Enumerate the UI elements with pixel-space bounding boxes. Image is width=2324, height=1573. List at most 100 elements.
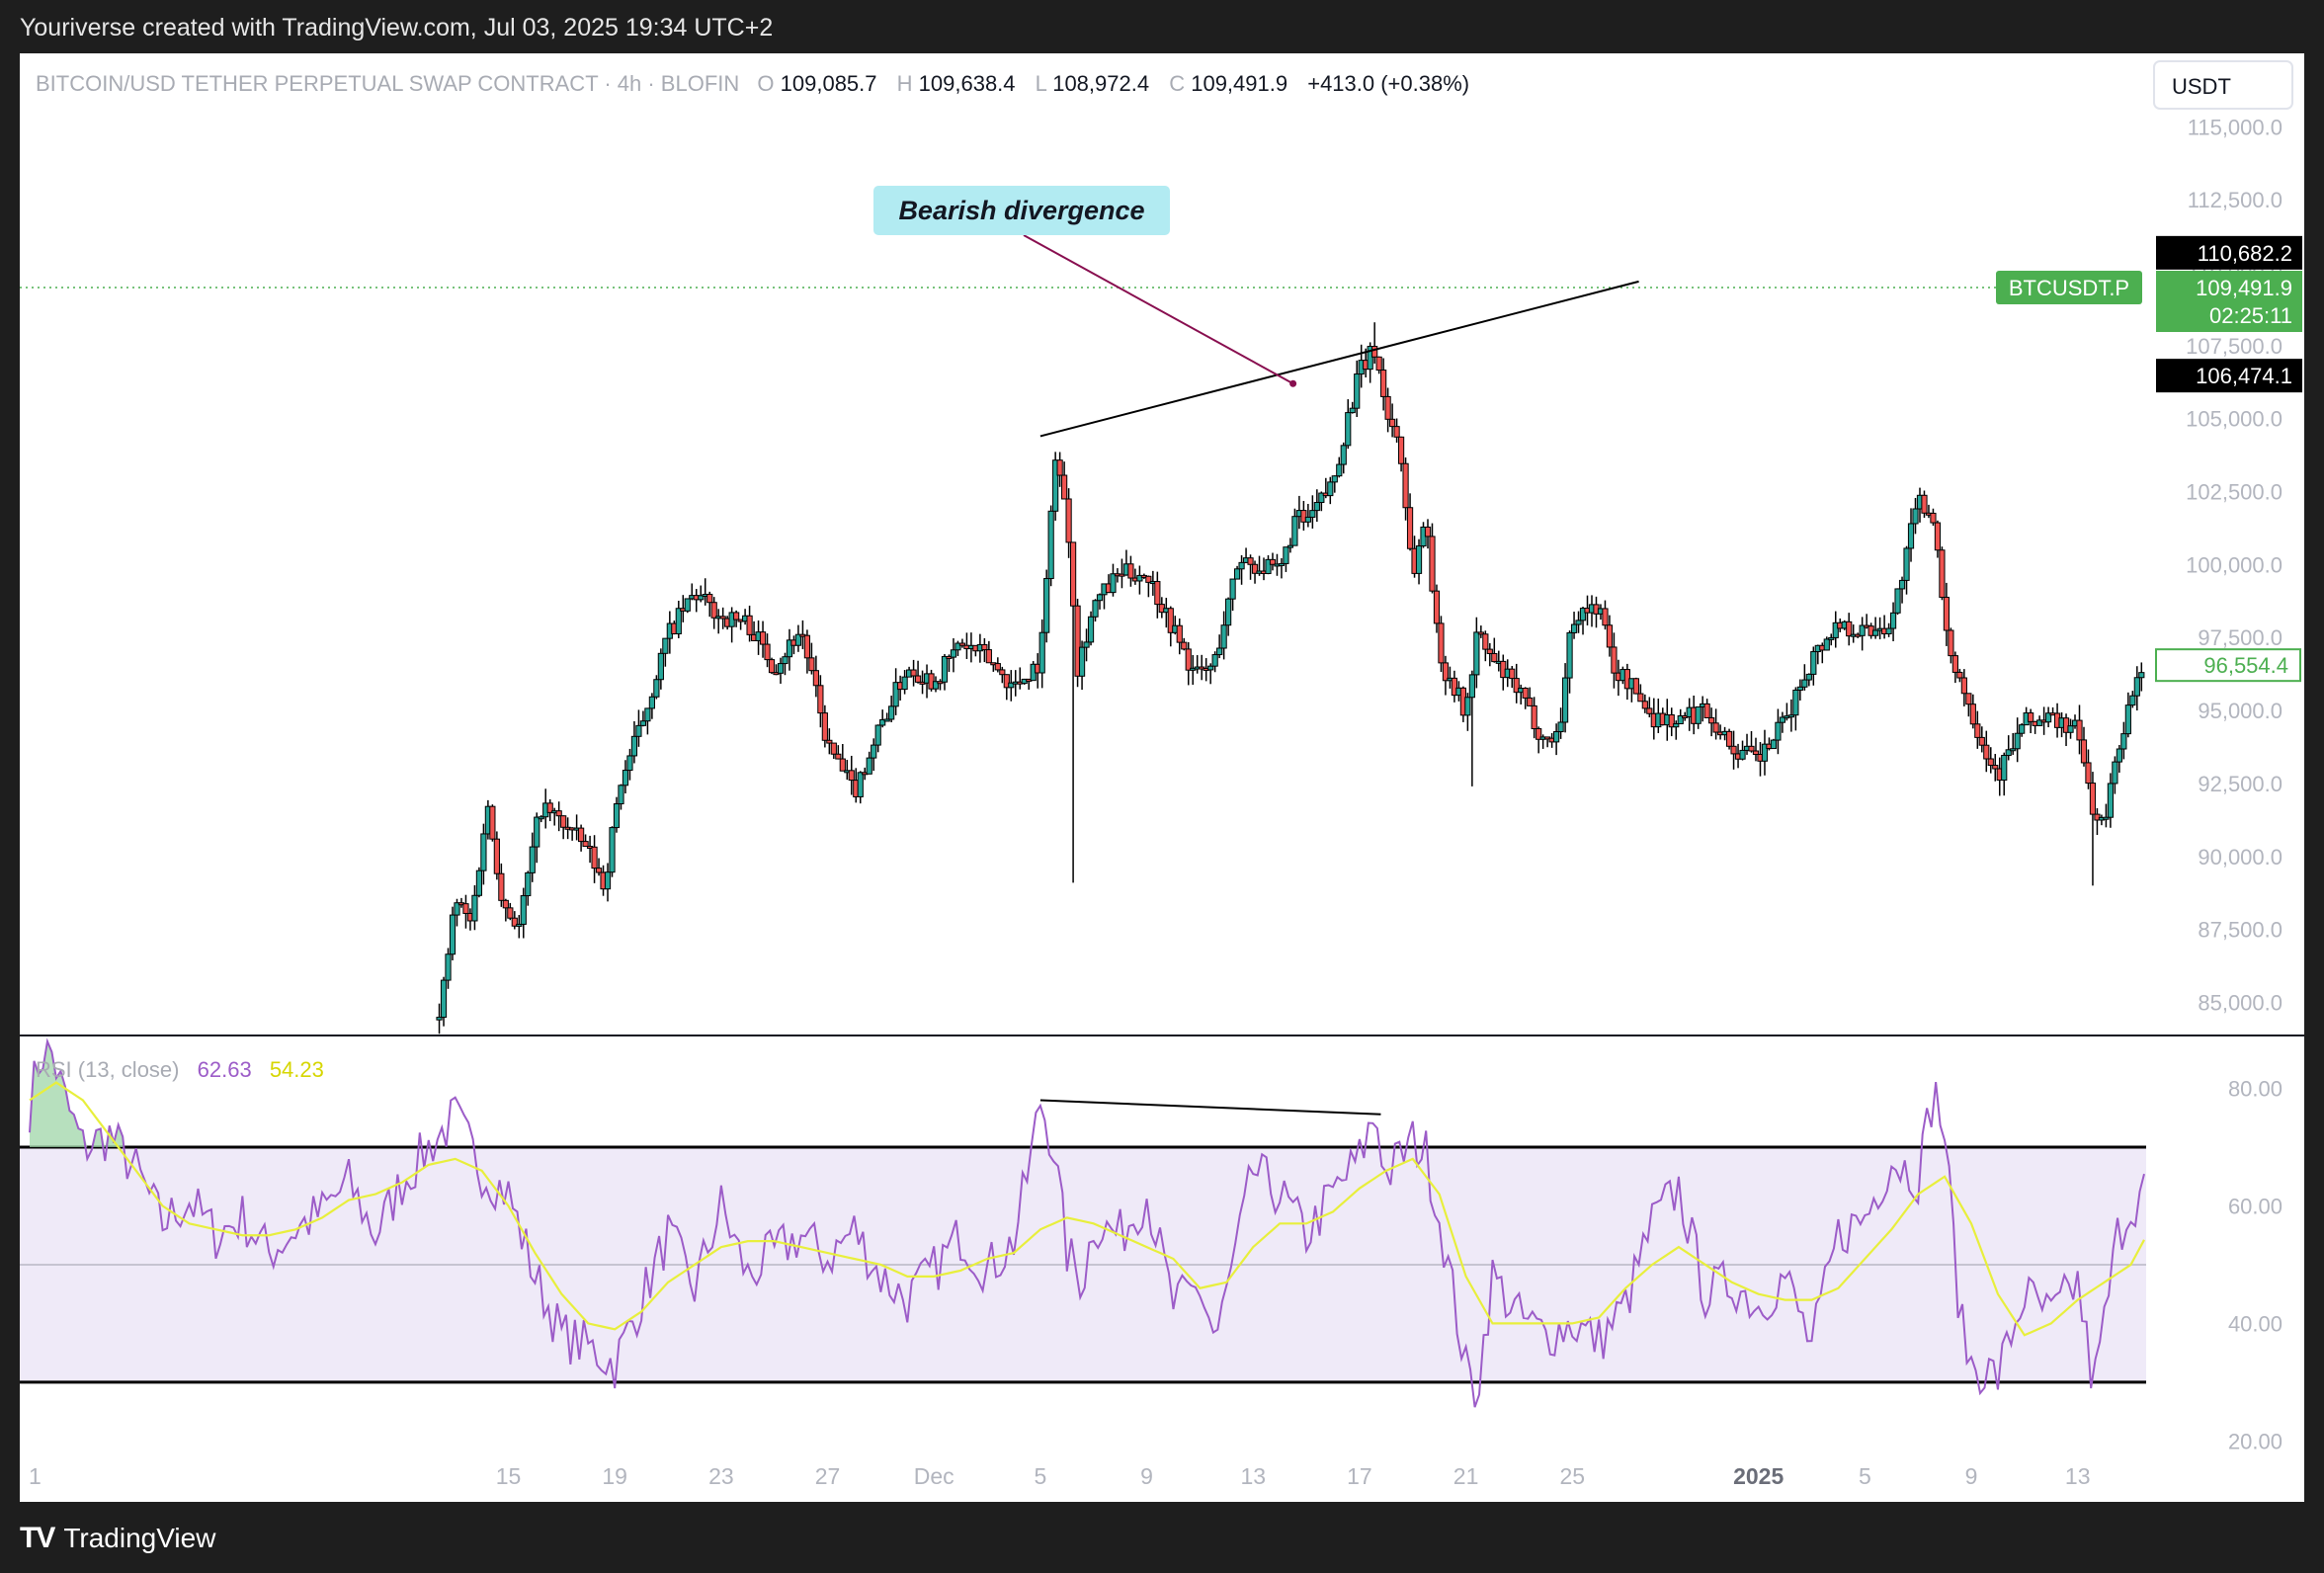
candle[interactable] — [1536, 726, 1542, 754]
candle[interactable] — [1211, 651, 1218, 673]
candle[interactable] — [1473, 617, 1480, 689]
candle[interactable] — [1069, 541, 1077, 883]
candle[interactable] — [782, 652, 788, 676]
rsi-divergence-line[interactable] — [1039, 1099, 1381, 1116]
candle[interactable] — [582, 834, 589, 848]
candle[interactable] — [2124, 692, 2131, 738]
candle[interactable] — [808, 642, 815, 675]
candle[interactable] — [1451, 670, 1458, 703]
candle[interactable] — [1300, 500, 1307, 531]
candle[interactable] — [1805, 673, 1812, 687]
candle[interactable] — [999, 666, 1006, 684]
candle[interactable] — [675, 601, 682, 638]
rsi-ma-line[interactable] — [29, 1081, 2145, 1337]
candle[interactable] — [2107, 773, 2115, 828]
candle[interactable] — [954, 640, 961, 657]
candle[interactable] — [1229, 578, 1236, 612]
candle[interactable] — [706, 591, 713, 618]
candle[interactable] — [1247, 554, 1254, 580]
candle[interactable] — [914, 660, 922, 684]
candle[interactable] — [958, 638, 966, 648]
candle[interactable] — [2133, 666, 2140, 711]
candle[interactable] — [1406, 493, 1414, 551]
candle[interactable] — [879, 709, 886, 728]
candle[interactable] — [1889, 602, 1897, 641]
candle[interactable] — [719, 607, 726, 629]
candle[interactable] — [1960, 669, 1967, 706]
candle[interactable] — [1939, 546, 1946, 601]
candle[interactable] — [764, 633, 771, 668]
candle[interactable] — [2076, 704, 2083, 755]
candle[interactable] — [2062, 713, 2070, 747]
candle[interactable] — [1637, 684, 1644, 703]
candle[interactable] — [1810, 646, 1817, 686]
candle[interactable] — [1371, 322, 1378, 365]
candle[interactable] — [1087, 611, 1095, 646]
candle[interactable] — [1265, 554, 1272, 575]
candle[interactable] — [475, 867, 483, 898]
candle[interactable] — [2116, 744, 2122, 773]
candle[interactable] — [630, 720, 638, 764]
candle[interactable] — [1464, 693, 1471, 731]
candle[interactable] — [1796, 679, 1803, 701]
candle[interactable] — [1176, 618, 1183, 655]
candle[interactable] — [1992, 754, 1999, 782]
candle[interactable] — [830, 742, 837, 760]
candle[interactable] — [1611, 632, 1618, 689]
candle[interactable] — [1602, 600, 1609, 630]
candle[interactable] — [1969, 694, 1976, 729]
candle[interactable] — [1402, 456, 1409, 521]
candle[interactable] — [2080, 726, 2088, 767]
candle[interactable] — [1313, 489, 1320, 523]
candle[interactable] — [1438, 616, 1445, 673]
candle[interactable] — [1761, 729, 1769, 776]
candle[interactable] — [1561, 663, 1569, 733]
candle[interactable] — [1513, 663, 1520, 704]
candle[interactable] — [1136, 565, 1143, 595]
candle[interactable] — [1943, 582, 1950, 646]
candle[interactable] — [2044, 706, 2052, 728]
candle[interactable] — [777, 657, 785, 684]
candle[interactable] — [1384, 387, 1391, 433]
candle[interactable] — [613, 796, 621, 833]
candle[interactable] — [1429, 523, 1436, 594]
candle[interactable] — [693, 589, 700, 613]
candle[interactable] — [1575, 611, 1582, 633]
candle[interactable] — [874, 724, 881, 753]
candle[interactable] — [511, 911, 518, 930]
candle[interactable] — [1730, 730, 1737, 770]
candle[interactable] — [746, 605, 753, 642]
candle[interactable] — [1695, 705, 1702, 729]
candle[interactable] — [1225, 597, 1232, 636]
candle[interactable] — [1433, 584, 1441, 633]
candle[interactable] — [440, 976, 448, 1027]
candle[interactable] — [1380, 358, 1387, 411]
candle[interactable] — [803, 629, 811, 674]
candle[interactable] — [471, 884, 478, 931]
candle[interactable] — [1775, 708, 1782, 755]
candle[interactable] — [1375, 356, 1382, 374]
candle[interactable] — [1397, 436, 1405, 472]
candle[interactable] — [2089, 772, 2097, 886]
candle[interactable] — [826, 728, 833, 755]
candle[interactable] — [1318, 491, 1325, 512]
candle[interactable] — [653, 675, 660, 700]
candle[interactable] — [901, 670, 908, 695]
candle[interactable] — [1096, 593, 1104, 610]
candle[interactable] — [1673, 720, 1680, 740]
candle[interactable] — [1442, 655, 1450, 696]
candle[interactable] — [1703, 699, 1710, 718]
candle[interactable] — [1181, 637, 1188, 651]
candle[interactable] — [1832, 611, 1839, 648]
candle[interactable] — [1154, 571, 1161, 619]
candle[interactable] — [1912, 497, 1919, 535]
candle[interactable] — [1056, 452, 1063, 487]
candle[interactable] — [1309, 495, 1316, 529]
candle[interactable] — [1668, 707, 1675, 737]
candle[interactable] — [1859, 617, 1866, 651]
candle[interactable] — [883, 712, 890, 722]
candle[interactable] — [2001, 752, 2008, 796]
time-axis[interactable]: 1 15 19 23 27 Dec 5 9 13 17 21 25 2025 5 9 13 — [29, 1463, 2091, 1489]
candle[interactable] — [546, 798, 553, 822]
candle[interactable] — [609, 826, 616, 877]
